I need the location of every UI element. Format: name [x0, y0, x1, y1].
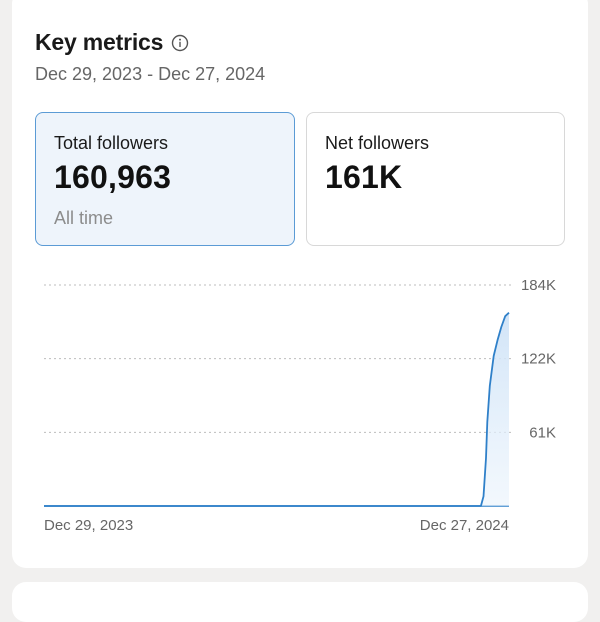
metric-value: 160,963	[54, 159, 172, 195]
next-card	[12, 582, 588, 622]
metric-value: 161K	[325, 159, 403, 195]
date-range: Dec 29, 2023 - Dec 27, 2024	[35, 64, 266, 84]
metric-subtext: All time	[54, 208, 114, 228]
metric-label: Net followers	[325, 133, 430, 153]
key-metrics-card	[12, 0, 588, 568]
net-followers-card[interactable]: Net followers 161K	[306, 112, 565, 246]
title-row: Key metrics	[35, 29, 189, 56]
total-followers-card[interactable]: Total followers 160,963 All time	[35, 112, 295, 246]
page-title: Key metrics	[35, 29, 164, 55]
info-icon[interactable]	[171, 34, 189, 52]
metric-label: Total followers	[54, 133, 169, 153]
